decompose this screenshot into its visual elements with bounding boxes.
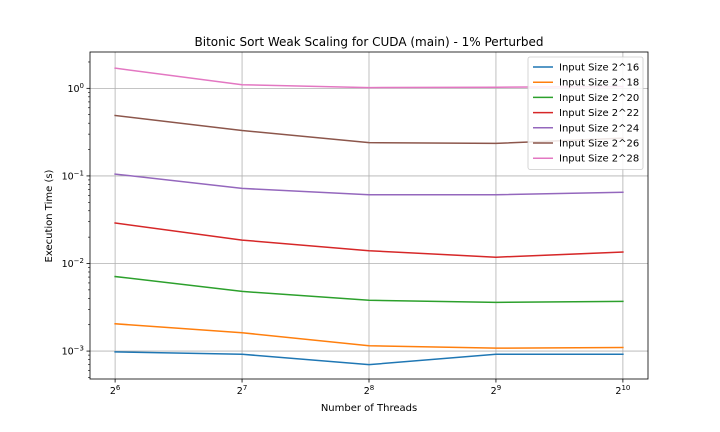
series-line-5: [114, 173, 624, 196]
legend: Input Size 2^16 Input Size 2^18 Input Size…: [527, 56, 644, 170]
series-line-3: [114, 275, 624, 304]
y-tick-label: 10−2: [62, 257, 84, 270]
x-tick-label: 210: [615, 384, 630, 397]
x-tick-label: 27: [237, 384, 248, 397]
x-axis-ticks: 26 27 28 29 210: [110, 379, 630, 397]
legend-label: Input Size 2^22: [559, 108, 639, 119]
y-tick-label: 10−1: [62, 169, 84, 182]
series-line-4: [114, 222, 624, 258]
legend-label: Input Size 2^16: [559, 63, 639, 74]
legend-label: Input Size 2^18: [559, 78, 639, 89]
x-tick-label: 26: [110, 384, 121, 397]
legend-label: Input Size 2^24: [559, 123, 639, 134]
legend-label: Input Size 2^28: [559, 154, 639, 165]
y-axis-ticks: 10−3 10−2 10−1 100: [62, 61, 90, 378]
legend-box: [527, 56, 644, 170]
series-line-2: [114, 322, 624, 349]
chart-title: Bitonic Sort Weak Scaling for CUDA (main…: [195, 35, 544, 49]
x-axis-label: Number of Threads: [321, 403, 417, 414]
y-tick-label: 10−3: [62, 345, 84, 358]
legend-label: Input Size 2^26: [559, 139, 639, 150]
series-line-1: [114, 351, 624, 366]
y-axis-label: Execution Time (s): [44, 169, 55, 262]
x-tick-label: 28: [364, 384, 375, 397]
legend-label: Input Size 2^20: [559, 93, 639, 104]
x-tick-label: 29: [491, 384, 502, 397]
y-tick-label: 100: [67, 82, 84, 95]
